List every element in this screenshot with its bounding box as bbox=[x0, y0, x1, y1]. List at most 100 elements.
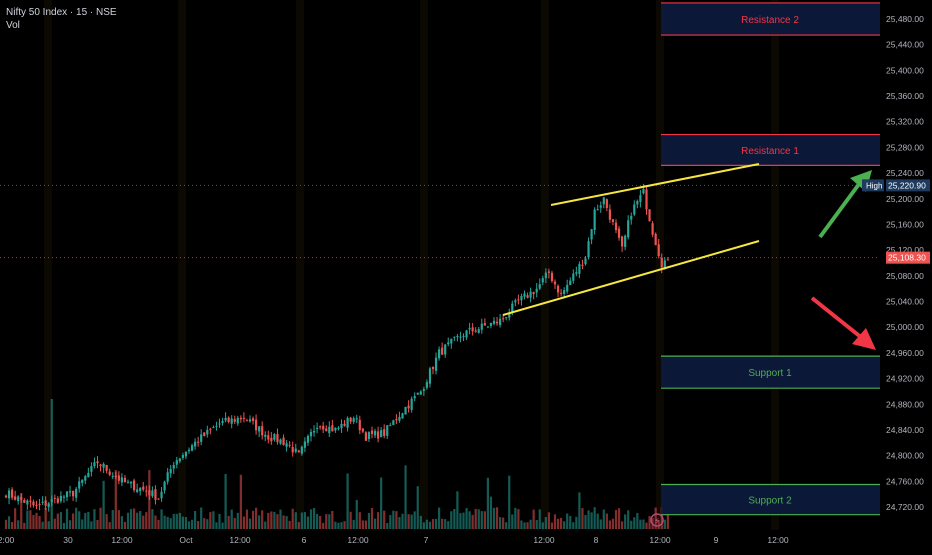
candle-body bbox=[84, 476, 87, 481]
candle-body bbox=[334, 427, 337, 431]
volume-bar bbox=[197, 521, 200, 529]
candle-body bbox=[605, 199, 608, 208]
zone-fill bbox=[661, 2, 880, 36]
candle-body bbox=[581, 264, 584, 266]
volume-bar bbox=[419, 515, 422, 529]
candle-body bbox=[563, 290, 566, 295]
volume-bar bbox=[7, 516, 11, 529]
volume-bar bbox=[645, 522, 648, 529]
volume-bar bbox=[334, 521, 337, 529]
candle-body bbox=[395, 419, 398, 421]
volume-bar bbox=[215, 522, 218, 529]
candle-body bbox=[242, 417, 245, 419]
candle-body bbox=[593, 209, 596, 230]
candle-body bbox=[538, 284, 541, 289]
candle-body bbox=[444, 344, 447, 355]
candle-body bbox=[224, 417, 227, 421]
volume-bar bbox=[87, 511, 90, 529]
volume-bar bbox=[389, 515, 392, 529]
volume-bar bbox=[373, 518, 377, 529]
candle-body bbox=[41, 501, 44, 503]
candle-body bbox=[657, 244, 660, 257]
volume-bar bbox=[248, 518, 252, 529]
volume-bar bbox=[538, 509, 541, 529]
volume-bar bbox=[666, 513, 669, 529]
candle-body bbox=[233, 419, 236, 422]
price-tick: 25,280.00 bbox=[886, 142, 924, 152]
volume-bar bbox=[255, 507, 258, 529]
zone-fill bbox=[661, 484, 880, 515]
candle-body bbox=[361, 428, 364, 432]
volume-bar bbox=[572, 522, 575, 529]
volume-bar bbox=[331, 510, 334, 529]
candle-body bbox=[325, 428, 328, 432]
candle-body bbox=[68, 491, 72, 493]
zone-fill bbox=[661, 134, 880, 166]
candle-body bbox=[251, 418, 255, 421]
volume-bar bbox=[395, 511, 398, 529]
volume-bar bbox=[499, 517, 502, 529]
candle-body bbox=[218, 423, 221, 425]
candle-body bbox=[78, 481, 81, 489]
candle-body bbox=[367, 432, 371, 440]
volume-bar bbox=[96, 519, 99, 529]
candle-body bbox=[248, 419, 252, 422]
volume-bar bbox=[65, 508, 69, 529]
candle-body bbox=[47, 503, 50, 507]
candle-body bbox=[4, 495, 8, 498]
candle-body bbox=[584, 258, 587, 265]
candle-body bbox=[282, 437, 285, 445]
volume-bar bbox=[529, 519, 532, 529]
volume-bar bbox=[181, 516, 184, 529]
candle-body bbox=[297, 450, 300, 453]
volume-bar bbox=[358, 512, 361, 529]
channel-upper-line bbox=[550, 163, 760, 206]
volume-bar bbox=[544, 517, 547, 529]
candle-body bbox=[523, 293, 526, 297]
candle-body bbox=[169, 468, 172, 474]
volume-bar bbox=[56, 513, 59, 529]
candle-body bbox=[163, 481, 166, 491]
volume-bar bbox=[38, 515, 41, 529]
candle-body bbox=[29, 500, 32, 502]
candle-body bbox=[129, 481, 133, 484]
candle-body bbox=[99, 464, 102, 466]
candle-body bbox=[96, 461, 99, 464]
price-tick: 25,360.00 bbox=[886, 91, 924, 101]
volume-bar bbox=[230, 509, 233, 529]
candle-body bbox=[566, 284, 569, 292]
candle-body bbox=[215, 425, 218, 427]
volume-bar bbox=[593, 507, 596, 529]
volume-bar bbox=[401, 513, 404, 529]
candle-body bbox=[624, 235, 627, 247]
candle-body bbox=[553, 281, 557, 285]
volume-bar bbox=[450, 511, 453, 529]
candle-body bbox=[117, 475, 120, 481]
volume-bar bbox=[608, 520, 611, 529]
candle-body bbox=[7, 490, 11, 499]
candle-body bbox=[465, 330, 468, 338]
volume-bar bbox=[136, 512, 139, 529]
volume-bar bbox=[627, 510, 630, 529]
candle-body bbox=[255, 419, 258, 431]
volume-bar bbox=[526, 522, 529, 529]
session-shade bbox=[44, 0, 52, 530]
volume-bar bbox=[78, 511, 81, 529]
volume-bar bbox=[145, 512, 148, 529]
volume-label: Vol bbox=[6, 20, 20, 31]
candle-body bbox=[44, 500, 47, 506]
candles bbox=[4, 183, 669, 512]
volume-bar bbox=[251, 510, 255, 529]
symbol-title: Nifty 50 Index · 15 · NSE bbox=[6, 7, 117, 18]
price-tick: 25,120.00 bbox=[886, 245, 924, 255]
candle-body bbox=[514, 300, 517, 303]
candle-body bbox=[590, 229, 593, 240]
volume-bar bbox=[273, 511, 276, 529]
candle-body bbox=[178, 458, 181, 462]
candle-body bbox=[495, 321, 499, 324]
candle-body bbox=[291, 447, 294, 453]
volume-bar bbox=[483, 511, 486, 529]
candle-body bbox=[87, 472, 90, 478]
